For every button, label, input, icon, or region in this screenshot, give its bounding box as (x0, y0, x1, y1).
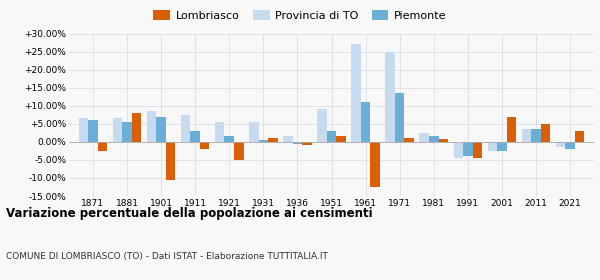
Bar (113, 118, 122, 142)
Bar (575, 131, 584, 142)
Bar (439, 139, 448, 142)
Bar (507, 116, 516, 142)
Bar (419, 133, 429, 142)
Bar (541, 124, 550, 142)
Bar (293, 142, 302, 144)
Bar (336, 136, 346, 142)
Bar (98, 142, 107, 151)
Bar (370, 142, 380, 187)
Bar (429, 136, 439, 142)
Bar (166, 142, 175, 180)
Bar (497, 142, 507, 151)
Bar (190, 131, 200, 142)
Bar (395, 93, 404, 142)
Bar (327, 131, 336, 142)
Bar (463, 142, 473, 156)
Bar (565, 142, 575, 149)
Bar (351, 45, 361, 142)
Bar (531, 129, 541, 142)
Bar (361, 102, 370, 142)
Bar (79, 118, 88, 142)
Bar (132, 113, 141, 142)
Bar (283, 136, 293, 142)
Bar (302, 142, 312, 145)
Bar (385, 52, 395, 142)
Text: COMUNE DI LOMBRIASCO (TO) - Dati ISTAT - Elaborazione TUTTITALIA.IT: COMUNE DI LOMBRIASCO (TO) - Dati ISTAT -… (6, 252, 328, 261)
Bar (147, 111, 156, 142)
Bar (200, 142, 209, 149)
Bar (317, 109, 327, 142)
Bar (156, 116, 166, 142)
Bar (556, 142, 565, 147)
Legend: Lombriasco, Provincia di TO, Piemonte: Lombriasco, Provincia di TO, Piemonte (149, 6, 451, 25)
Bar (454, 142, 463, 158)
Bar (215, 122, 224, 142)
Bar (122, 122, 132, 142)
Bar (259, 140, 268, 142)
Bar (488, 142, 497, 151)
Bar (404, 137, 414, 142)
Bar (88, 120, 98, 142)
Bar (473, 142, 482, 158)
Bar (234, 142, 244, 160)
Bar (268, 138, 278, 142)
Bar (522, 129, 531, 142)
Text: Variazione percentuale della popolazione ai censimenti: Variazione percentuale della popolazione… (6, 207, 373, 220)
Bar (249, 122, 259, 142)
Bar (181, 115, 190, 142)
Bar (224, 136, 234, 142)
